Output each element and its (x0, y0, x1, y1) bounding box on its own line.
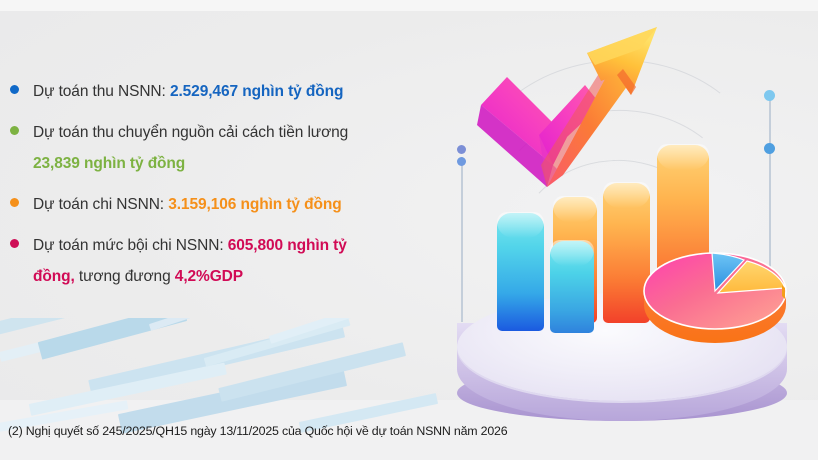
bullet-item: Dự toán thu chuyển nguồn cải cách tiền l… (0, 117, 440, 179)
bullet-line: Dự toán thu NSNN: 2.529,467 nghìn tỷ đồn… (33, 76, 440, 107)
bar-1 (497, 212, 544, 331)
bullet-text: Dự toán thu NSNN: (33, 83, 170, 100)
bullet-item: Dự toán thu NSNN: 2.529,467 nghìn tỷ đồn… (0, 76, 440, 107)
right-dot-upper-icon (764, 90, 775, 101)
bullet-item: Dự toán mức bội chi NSNN: 605,800 nghìn … (0, 230, 440, 292)
bullet-text: Dự toán chi NSNN: (33, 196, 169, 213)
bullet-text: Dự toán mức bội chi NSNN: (33, 237, 228, 254)
bullet-value: 23,839 nghìn tỷ đồng (33, 155, 186, 172)
left-guide-line (461, 157, 463, 322)
bar-2 (550, 240, 594, 333)
bullet-line: Dự toán mức bội chi NSNN: 605,800 nghìn … (33, 230, 440, 261)
left-dot-upper-icon (457, 145, 466, 154)
bullet-value: 605,800 nghìn tỷ (227, 237, 347, 254)
bullet-text: Dự toán thu chuyển nguồn cải cách tiền l… (33, 124, 349, 141)
stripe-shape (148, 318, 266, 331)
bullet-list: Dự toán thu NSNN: 2.529,467 nghìn tỷ đồn… (0, 76, 440, 302)
bullet-value: 2.529,467 nghìn tỷ đồng (169, 83, 344, 100)
footnote: (2) Nghị quyết số 245/2025/QH15 ngày 13/… (8, 424, 508, 438)
right-dot-lower-icon (764, 143, 775, 154)
bullet-value: 3.159,106 nghìn tỷ đồng (168, 196, 342, 213)
top-strip (0, 0, 818, 11)
growth-arrow (435, 5, 818, 430)
growth-arrow-svg (477, 27, 657, 187)
bullet-line: 23,839 nghìn tỷ đồng (33, 148, 440, 179)
bullet-line: Dự toán chi NSNN: 3.159,106 nghìn tỷ đồn… (33, 189, 440, 220)
bullet-item: Dự toán chi NSNN: 3.159,106 nghìn tỷ đồn… (0, 189, 440, 220)
bullet-value: 4,2%GDP (174, 268, 244, 285)
bullet-line: đồng, tương đương 4,2%GDP (33, 261, 440, 292)
bullet-dot-icon (10, 126, 19, 135)
chart-illustration (435, 5, 818, 430)
bullet-dot-icon (10, 239, 19, 248)
bullet-dot-icon (10, 198, 19, 207)
pie-svg (643, 252, 787, 343)
bullet-text: tương đương (74, 268, 175, 285)
decorative-stripes (0, 318, 440, 460)
bullet-value: đồng, (33, 268, 75, 285)
right-guide-line (769, 97, 771, 327)
bullet-dot-icon (10, 85, 19, 94)
bullet-line: Dự toán thu chuyển nguồn cải cách tiền l… (33, 117, 440, 148)
left-dot-lower-icon (457, 157, 466, 166)
bar-4 (603, 182, 650, 323)
pie-chart (640, 233, 787, 343)
stripe-shape (203, 318, 351, 367)
